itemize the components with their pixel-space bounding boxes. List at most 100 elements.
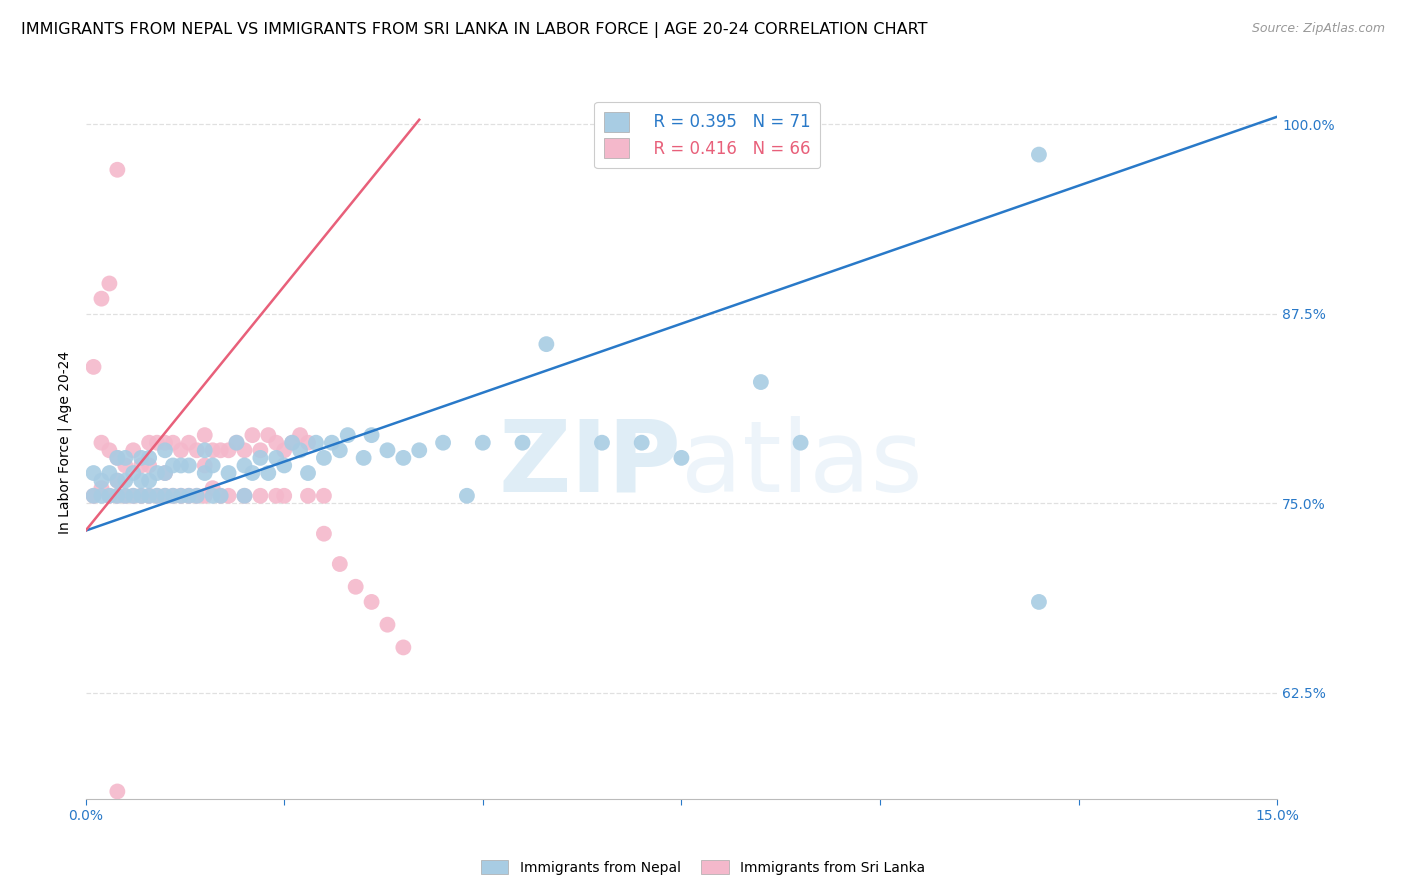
Point bbox=[90, 481, 112, 495]
Point bbox=[536, 337, 558, 351]
Point bbox=[218, 466, 240, 480]
Point bbox=[105, 162, 128, 177]
Point bbox=[312, 489, 335, 503]
Point bbox=[186, 489, 208, 503]
Point bbox=[153, 466, 176, 480]
Point bbox=[177, 489, 200, 503]
Point bbox=[591, 435, 613, 450]
Point bbox=[360, 428, 382, 442]
Point bbox=[83, 466, 105, 480]
Point bbox=[98, 466, 121, 480]
Point bbox=[138, 450, 160, 465]
Point bbox=[114, 489, 136, 503]
Text: IMMIGRANTS FROM NEPAL VS IMMIGRANTS FROM SRI LANKA IN LABOR FORCE | AGE 20-24 CO: IMMIGRANTS FROM NEPAL VS IMMIGRANTS FROM… bbox=[21, 22, 928, 38]
Point bbox=[377, 617, 399, 632]
Text: atlas: atlas bbox=[682, 416, 924, 513]
Legend: Immigrants from Nepal, Immigrants from Sri Lanka: Immigrants from Nepal, Immigrants from S… bbox=[475, 855, 931, 880]
Point bbox=[749, 375, 772, 389]
Point bbox=[138, 489, 160, 503]
Point bbox=[114, 489, 136, 503]
Point bbox=[305, 435, 328, 450]
Point bbox=[329, 443, 352, 458]
Point bbox=[114, 474, 136, 488]
Point bbox=[288, 443, 311, 458]
Point bbox=[789, 435, 811, 450]
Point bbox=[273, 489, 295, 503]
Point bbox=[153, 435, 176, 450]
Point bbox=[360, 595, 382, 609]
Point bbox=[281, 435, 304, 450]
Point bbox=[297, 435, 319, 450]
Point bbox=[209, 443, 232, 458]
Point bbox=[162, 458, 184, 473]
Point bbox=[194, 443, 217, 458]
Point bbox=[201, 458, 224, 473]
Point bbox=[249, 489, 271, 503]
Point bbox=[105, 474, 128, 488]
Point bbox=[201, 481, 224, 495]
Point bbox=[329, 557, 352, 571]
Point bbox=[344, 580, 367, 594]
Point bbox=[353, 450, 375, 465]
Point bbox=[257, 428, 280, 442]
Point bbox=[83, 359, 105, 374]
Point bbox=[209, 489, 232, 503]
Point bbox=[186, 489, 208, 503]
Point bbox=[98, 277, 121, 291]
Point bbox=[153, 489, 176, 503]
Point bbox=[297, 466, 319, 480]
Point bbox=[90, 489, 112, 503]
Point bbox=[122, 489, 145, 503]
Point bbox=[129, 450, 152, 465]
Point bbox=[177, 489, 200, 503]
Point bbox=[1028, 595, 1050, 609]
Point bbox=[138, 489, 160, 503]
Point bbox=[194, 458, 217, 473]
Point bbox=[186, 443, 208, 458]
Point bbox=[170, 458, 193, 473]
Point bbox=[1028, 147, 1050, 161]
Point bbox=[162, 489, 184, 503]
Point bbox=[408, 443, 430, 458]
Point bbox=[122, 489, 145, 503]
Point bbox=[138, 435, 160, 450]
Point bbox=[288, 428, 311, 442]
Point bbox=[264, 450, 287, 465]
Point bbox=[98, 489, 121, 503]
Y-axis label: In Labor Force | Age 20-24: In Labor Force | Age 20-24 bbox=[58, 351, 72, 534]
Point bbox=[233, 458, 256, 473]
Point bbox=[153, 489, 176, 503]
Point bbox=[170, 443, 193, 458]
Point bbox=[105, 450, 128, 465]
Text: Source: ZipAtlas.com: Source: ZipAtlas.com bbox=[1251, 22, 1385, 36]
Point bbox=[512, 435, 534, 450]
Point bbox=[336, 428, 359, 442]
Point bbox=[194, 489, 217, 503]
Point bbox=[242, 466, 264, 480]
Point bbox=[671, 450, 693, 465]
Point bbox=[170, 489, 193, 503]
Point bbox=[129, 474, 152, 488]
Point bbox=[146, 489, 169, 503]
Point bbox=[122, 443, 145, 458]
Point bbox=[225, 435, 247, 450]
Point bbox=[233, 489, 256, 503]
Point bbox=[105, 489, 128, 503]
Point bbox=[114, 458, 136, 473]
Point bbox=[105, 474, 128, 488]
Point bbox=[249, 443, 271, 458]
Point bbox=[432, 435, 454, 450]
Point bbox=[194, 466, 217, 480]
Point bbox=[233, 443, 256, 458]
Point bbox=[129, 489, 152, 503]
Point bbox=[153, 443, 176, 458]
Point bbox=[177, 435, 200, 450]
Point bbox=[177, 458, 200, 473]
Point bbox=[218, 489, 240, 503]
Point bbox=[98, 443, 121, 458]
Point bbox=[90, 435, 112, 450]
Point bbox=[471, 435, 494, 450]
Point bbox=[83, 489, 105, 503]
Point bbox=[630, 435, 652, 450]
Point bbox=[98, 489, 121, 503]
